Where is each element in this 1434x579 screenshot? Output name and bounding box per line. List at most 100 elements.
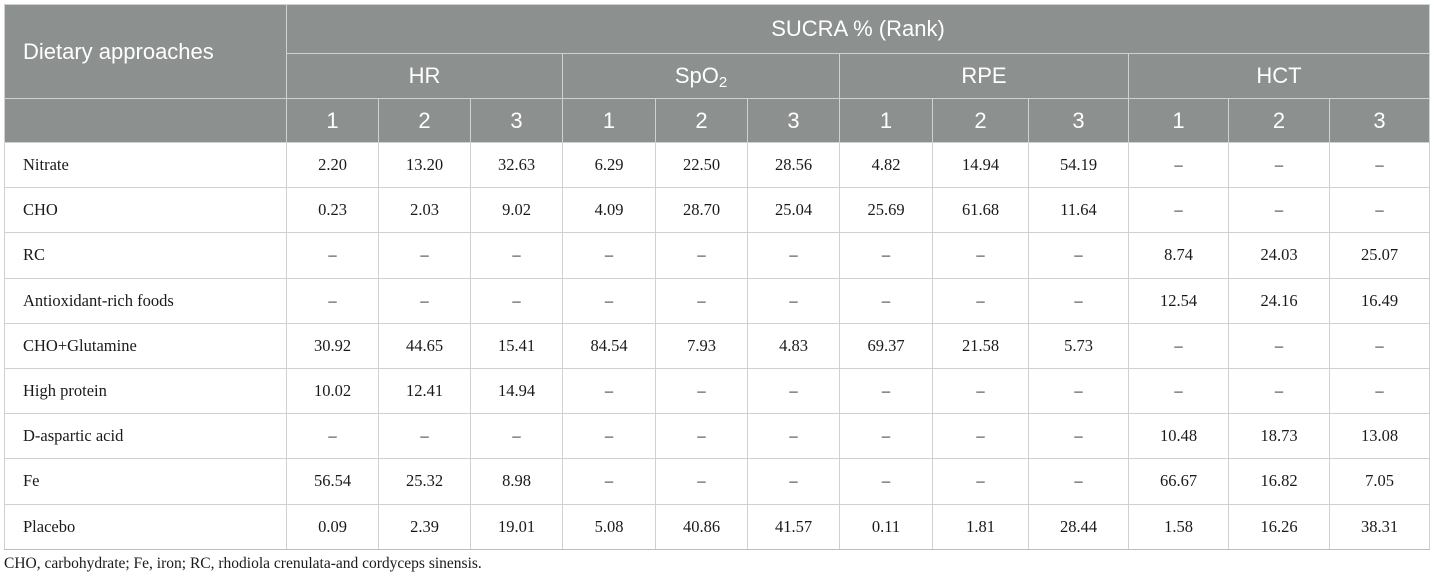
table-cell: 2.39 — [378, 503, 471, 550]
table-cell: 69.37 — [839, 322, 933, 369]
table-cell: 25.32 — [378, 458, 471, 505]
table-cell: – — [1328, 141, 1431, 189]
table-row: High protein 10.02 12.41 14.94– – – – – – – – – — [4, 367, 1431, 415]
table-cell: – — [839, 277, 933, 324]
table-cell: 30.92 — [286, 322, 379, 369]
table-cell: 0.09 — [286, 503, 379, 550]
table-footnote: CHO, carbohydrate; Fe, iron; RC, rhodiol… — [4, 555, 482, 572]
table-cell: 6.29 — [562, 141, 656, 189]
table-cell: 22.50 — [655, 141, 748, 189]
table-cell: 4.82 — [839, 141, 933, 189]
table-cell: 10.02 — [286, 367, 379, 415]
table-row: RC – – – – – – – – –8.74 24.03 25.07 — [4, 232, 1431, 279]
table-cell: – — [747, 413, 840, 460]
table-cell: 84.54 — [562, 322, 656, 369]
row-label: Fe — [4, 458, 287, 505]
table-cell: 18.73 — [1228, 413, 1330, 460]
table-cell: – — [562, 413, 656, 460]
rank-header: 1 — [562, 98, 656, 143]
table-cell: 66.67 — [1128, 458, 1229, 505]
table-cell: 7.93 — [655, 322, 748, 369]
table-cell: 7.05 — [1328, 458, 1431, 505]
table-cell: 19.01 — [470, 503, 563, 550]
table-cell: – — [1228, 322, 1330, 369]
table-cell: 61.68 — [932, 187, 1029, 234]
table-row: Fe 56.54 25.32 8.98– – – – – –66.67 16.82 7.05 — [4, 458, 1431, 505]
table-cell: 21.58 — [932, 322, 1029, 369]
table-cell: – — [747, 277, 840, 324]
table-cell: – — [747, 232, 840, 279]
table-cell: – — [1228, 187, 1330, 234]
corner-spacer — [4, 98, 287, 143]
rank-header: 3 — [1028, 98, 1129, 143]
table-cell: 56.54 — [286, 458, 379, 505]
table-cell: – — [378, 232, 471, 279]
table-cell: 44.65 — [378, 322, 471, 369]
table-cell: – — [747, 458, 840, 505]
table-cell: – — [1328, 322, 1431, 369]
table-cell: – — [839, 458, 933, 505]
table-cell: – — [1028, 277, 1129, 324]
table-cell: – — [1028, 232, 1129, 279]
rank-header: 3 — [747, 98, 840, 143]
table-cell: 8.74 — [1128, 232, 1229, 279]
table-cell: – — [839, 413, 933, 460]
table-cell: – — [1028, 458, 1129, 505]
rank-header: 2 — [378, 98, 471, 143]
row-label: High protein — [4, 367, 287, 415]
table-cell: – — [932, 458, 1029, 505]
table-cell: – — [470, 413, 563, 460]
table-cell: – — [1228, 367, 1330, 415]
table-cell: – — [1128, 367, 1229, 415]
row-label: Placebo — [4, 503, 287, 550]
table-cell: 9.02 — [470, 187, 563, 234]
table-cell: 12.54 — [1128, 277, 1229, 324]
group-name: HCT — [1256, 63, 1302, 88]
table-cell: 4.09 — [562, 187, 656, 234]
table-cell: 32.63 — [470, 141, 563, 189]
rank-header: 2 — [655, 98, 748, 143]
table-cell: 10.48 — [1128, 413, 1229, 460]
table-cell: 28.44 — [1028, 503, 1129, 550]
rank-header: 3 — [1328, 98, 1431, 143]
table-cell: 38.31 — [1328, 503, 1431, 550]
table-cell: – — [470, 232, 563, 279]
table-cell: 4.83 — [747, 322, 840, 369]
table-cell: – — [562, 277, 656, 324]
table-cell: 24.16 — [1228, 277, 1330, 324]
table-cell: 41.57 — [747, 503, 840, 550]
group-name: HR — [408, 63, 441, 88]
table-cell: – — [286, 232, 379, 279]
table-cell: – — [839, 367, 933, 415]
corner-header: Dietary approaches — [4, 4, 287, 99]
row-label: CHO — [4, 187, 287, 234]
table-cell: – — [562, 232, 656, 279]
table-cell: – — [286, 277, 379, 324]
table-cell: 2.20 — [286, 141, 379, 189]
table-cell: – — [1228, 141, 1330, 189]
table-cell: – — [1128, 141, 1229, 189]
table-cell: – — [932, 232, 1029, 279]
table-cell: 25.69 — [839, 187, 933, 234]
table-cell: 1.81 — [932, 503, 1029, 550]
table-cell: – — [1128, 322, 1229, 369]
row-label: Nitrate — [4, 141, 287, 189]
table-row: Placebo 0.09 2.39 19.01 5.08 40.86 41.57 0.11 1.… — [4, 503, 1431, 550]
table-row: CHO 0.23 2.03 9.02 4.09 28.70 25.04 25.69 61.68 1… — [4, 187, 1431, 234]
table-cell: – — [1028, 367, 1129, 415]
table-cell: 16.49 — [1328, 277, 1431, 324]
table-cell: 54.19 — [1028, 141, 1129, 189]
table-cell: 8.98 — [470, 458, 563, 505]
table-cell: 12.41 — [378, 367, 471, 415]
table-cell: – — [470, 277, 563, 324]
group-header-rpe: RPE — [839, 53, 1129, 99]
table-cell: 11.64 — [1028, 187, 1129, 234]
table-cell: 0.23 — [286, 187, 379, 234]
table-body: Nitrate 2.20 13.20 32.63 6.29 22.50 28.56 4.82 1… — [4, 141, 1431, 550]
group-subscript: 2 — [718, 74, 728, 91]
table-cell: 25.04 — [747, 187, 840, 234]
table-cell: – — [378, 413, 471, 460]
table-cell: – — [839, 232, 933, 279]
table-cell: – — [747, 367, 840, 415]
